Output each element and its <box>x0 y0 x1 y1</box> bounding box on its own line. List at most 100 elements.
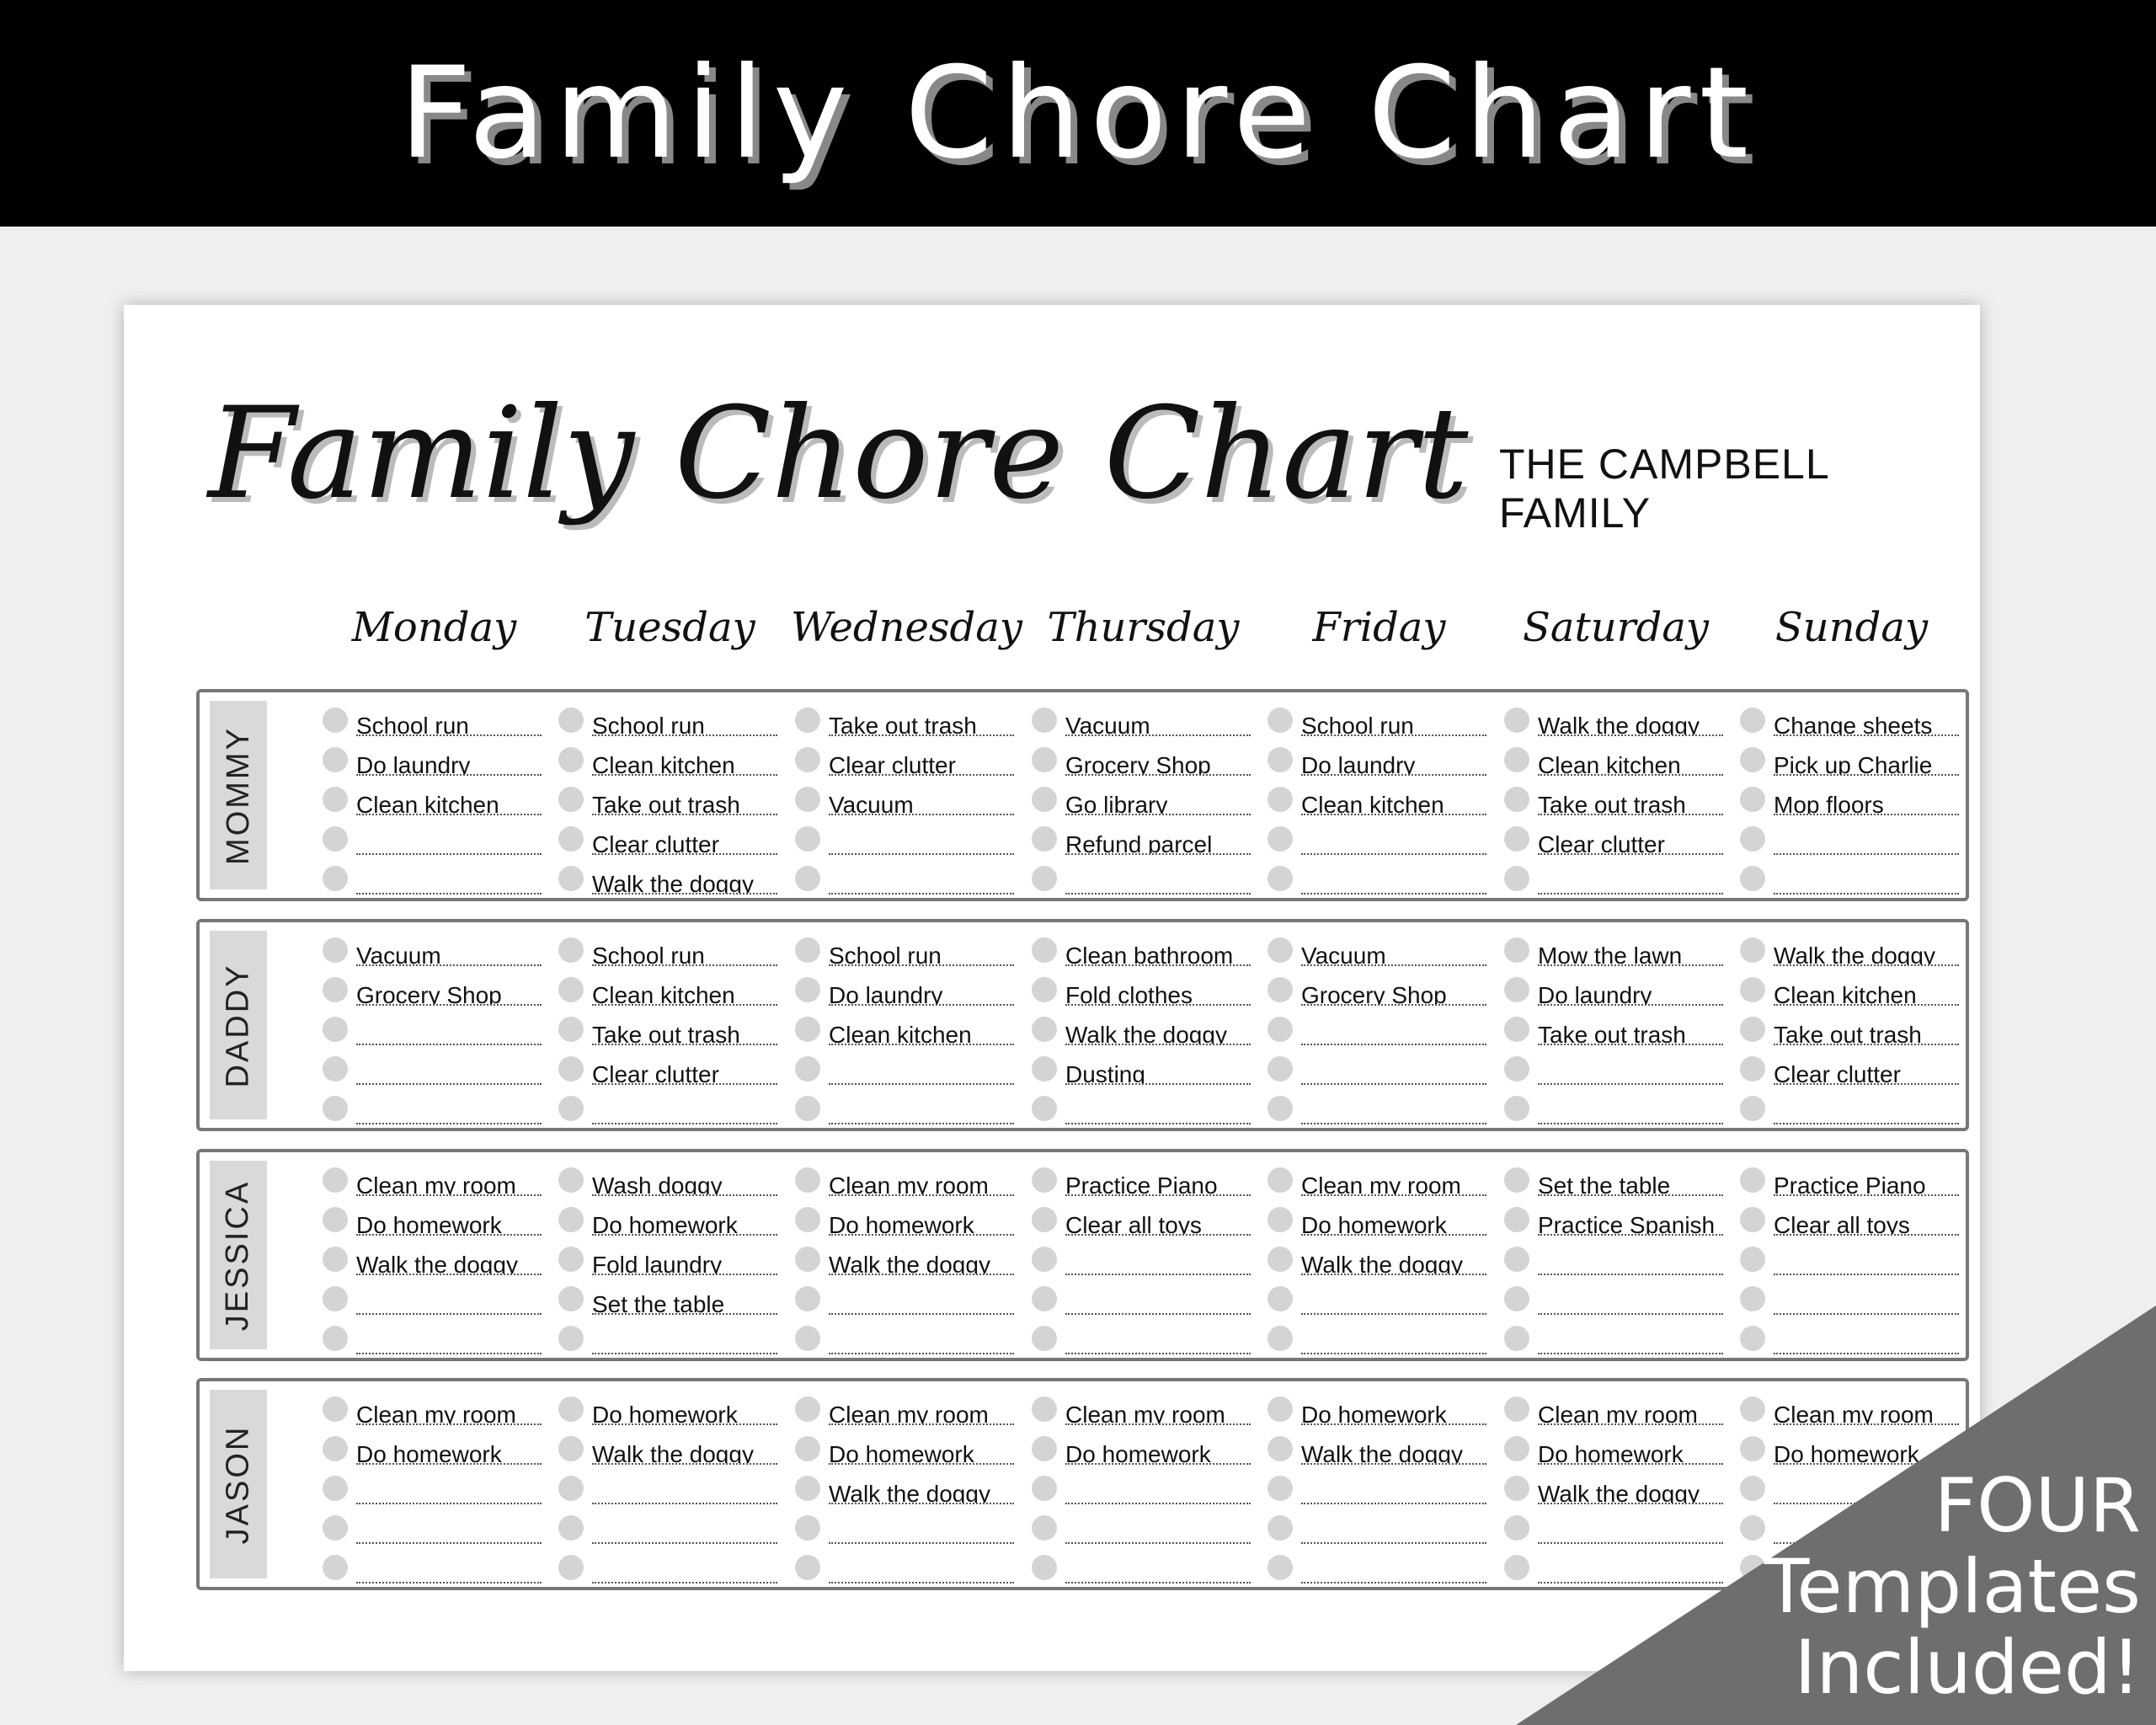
checkbox-circle[interactable] <box>1032 1555 1057 1580</box>
checkbox-circle[interactable] <box>323 1326 348 1351</box>
checkbox-circle[interactable] <box>1740 1436 1765 1461</box>
chore-text[interactable]: Take out trash <box>829 713 1014 736</box>
checkbox-circle[interactable] <box>1740 1096 1765 1121</box>
checkbox-circle[interactable] <box>1032 826 1057 852</box>
checkbox-circle[interactable] <box>795 708 820 733</box>
chore-text[interactable]: Walk the doggy <box>1301 1441 1486 1465</box>
chore-text[interactable] <box>1065 1252 1251 1275</box>
checkbox-circle[interactable] <box>1267 937 1293 963</box>
chore-text[interactable]: Clean kitchen <box>1301 792 1486 815</box>
chore-text[interactable] <box>829 1331 1014 1354</box>
chore-text[interactable] <box>1301 1331 1486 1354</box>
chore-text[interactable] <box>1538 1520 1723 1544</box>
checkbox-circle[interactable] <box>1740 747 1765 772</box>
checkbox-circle[interactable] <box>558 1056 584 1081</box>
checkbox-circle[interactable] <box>1267 1397 1293 1422</box>
checkbox-circle[interactable] <box>1267 1436 1293 1461</box>
checkbox-circle[interactable] <box>1740 1017 1765 1042</box>
chore-text[interactable]: Clean bathroom <box>1065 943 1251 966</box>
chore-text[interactable]: School run <box>592 713 777 736</box>
chore-text[interactable]: Pick up Charlie <box>1774 752 1959 776</box>
checkbox-circle[interactable] <box>323 1207 348 1232</box>
checkbox-circle[interactable] <box>323 1286 348 1311</box>
chore-text[interactable]: Do laundry <box>829 982 1014 1006</box>
checkbox-circle[interactable] <box>1032 1167 1057 1193</box>
chore-text[interactable] <box>356 1061 542 1085</box>
chore-text[interactable]: Do homework <box>829 1441 1014 1465</box>
chore-text[interactable]: Dusting <box>1065 1061 1251 1085</box>
checkbox-circle[interactable] <box>1267 1476 1293 1501</box>
chore-text[interactable]: Clean kitchen <box>1774 982 1959 1006</box>
chore-text[interactable]: Take out trash <box>1774 1022 1959 1045</box>
chore-text[interactable] <box>1774 1291 1959 1315</box>
checkbox-circle[interactable] <box>323 1436 348 1461</box>
chore-text[interactable]: Go library <box>1065 792 1251 815</box>
chore-text[interactable]: Clean my room <box>356 1402 542 1425</box>
checkbox-circle[interactable] <box>1740 1515 1765 1541</box>
chore-text[interactable]: Do homework <box>1774 1441 1959 1465</box>
checkbox-circle[interactable] <box>795 1247 820 1272</box>
checkbox-circle[interactable] <box>323 1555 348 1580</box>
checkbox-circle[interactable] <box>1032 787 1057 812</box>
checkbox-circle[interactable] <box>1504 787 1529 812</box>
checkbox-circle[interactable] <box>558 1167 584 1193</box>
checkbox-circle[interactable] <box>1740 1397 1765 1422</box>
checkbox-circle[interactable] <box>1504 977 1529 1002</box>
checkbox-circle[interactable] <box>1267 1207 1293 1232</box>
checkbox-circle[interactable] <box>558 1476 584 1501</box>
checkbox-circle[interactable] <box>1267 826 1293 852</box>
chore-text[interactable]: Walk the doggy <box>592 871 777 895</box>
checkbox-circle[interactable] <box>558 1515 584 1541</box>
chore-text[interactable] <box>1065 1331 1251 1354</box>
chore-text[interactable]: Clean my room <box>1301 1172 1486 1196</box>
checkbox-circle[interactable] <box>323 1247 348 1272</box>
chore-text[interactable] <box>1538 1061 1723 1085</box>
checkbox-circle[interactable] <box>323 1397 348 1422</box>
chore-text[interactable] <box>592 1101 777 1124</box>
checkbox-circle[interactable] <box>795 1436 820 1461</box>
checkbox-circle[interactable] <box>1504 866 1529 891</box>
checkbox-circle[interactable] <box>323 1167 348 1193</box>
chore-text[interactable] <box>592 1481 777 1504</box>
checkbox-circle[interactable] <box>1504 1017 1529 1042</box>
chore-text[interactable] <box>1538 1331 1723 1354</box>
checkbox-circle[interactable] <box>323 1515 348 1541</box>
chore-text[interactable]: Vacuum <box>356 943 542 966</box>
checkbox-circle[interactable] <box>795 1096 820 1121</box>
chore-text[interactable]: Practice Spanish <box>1538 1212 1723 1236</box>
chore-text[interactable] <box>592 1331 777 1354</box>
chore-text[interactable] <box>1065 1291 1251 1315</box>
checkbox-circle[interactable] <box>1740 866 1765 891</box>
chore-text[interactable]: Mow the lawn <box>1538 943 1723 966</box>
checkbox-circle[interactable] <box>558 1555 584 1580</box>
chore-text[interactable]: Clean my room <box>829 1402 1014 1425</box>
checkbox-circle[interactable] <box>1267 708 1293 733</box>
checkbox-circle[interactable] <box>558 1207 584 1232</box>
chore-text[interactable]: Clear all toys <box>1774 1212 1959 1236</box>
chore-text[interactable] <box>1774 1252 1959 1275</box>
chore-text[interactable]: Do homework <box>829 1212 1014 1236</box>
chore-text[interactable]: Clear all toys <box>1065 1212 1251 1236</box>
checkbox-circle[interactable] <box>795 1397 820 1422</box>
chore-text[interactable] <box>1065 871 1251 895</box>
chore-text[interactable]: Clear clutter <box>1538 831 1723 855</box>
checkbox-circle[interactable] <box>1267 1096 1293 1121</box>
chore-text[interactable]: Clean my room <box>1538 1402 1723 1425</box>
checkbox-circle[interactable] <box>1032 1096 1057 1121</box>
checkbox-circle[interactable] <box>558 1397 584 1422</box>
checkbox-circle[interactable] <box>1740 1326 1765 1351</box>
checkbox-circle[interactable] <box>1267 747 1293 772</box>
checkbox-circle[interactable] <box>1267 1515 1293 1541</box>
chore-text[interactable]: Grocery Shop <box>356 982 542 1006</box>
checkbox-circle[interactable] <box>1504 937 1529 963</box>
checkbox-circle[interactable] <box>1504 1096 1529 1121</box>
chore-text[interactable]: Clear clutter <box>829 752 1014 776</box>
checkbox-circle[interactable] <box>795 1286 820 1311</box>
chore-text[interactable]: Take out trash <box>1538 1022 1723 1045</box>
chore-text[interactable]: Vacuum <box>829 792 1014 815</box>
chore-text[interactable]: Fold clothes <box>1065 982 1251 1006</box>
checkbox-circle[interactable] <box>1504 1397 1529 1422</box>
chore-text[interactable] <box>1065 1481 1251 1504</box>
chore-text[interactable] <box>1774 871 1959 895</box>
chore-text[interactable] <box>592 1560 777 1583</box>
